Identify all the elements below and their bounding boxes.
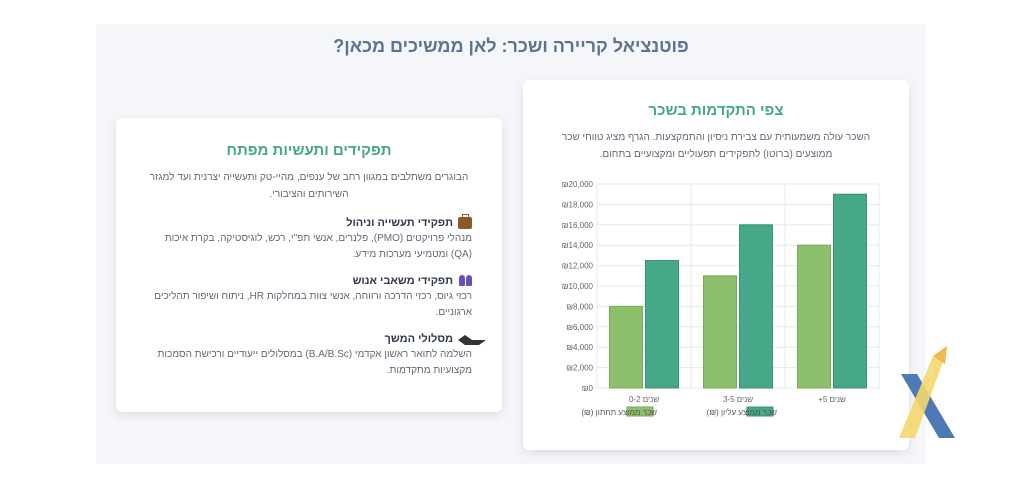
legend-label: שכר ממוצע עליון (₪) xyxy=(707,408,777,417)
role-text: מנהלי פרויקטים (PMO), פלנרים, אנשי תפ"י,… xyxy=(164,233,472,260)
legend-swatch xyxy=(626,406,654,417)
roles-card-title: תפקידים ותעשיות מפתח xyxy=(226,142,392,159)
role-title: תפקידי משאבי אנוש xyxy=(352,275,453,287)
role-item-hr: תפקידי משאבי אנוש רכזי גיוס, רכזי הדרכה … xyxy=(146,275,472,321)
y-tick-label: ₪2,000 xyxy=(566,364,593,373)
bar xyxy=(797,244,831,389)
y-tick-label: ₪0 xyxy=(582,384,594,393)
y-tick-label: ₪8,000 xyxy=(566,302,593,311)
role-title: מסלולי המשך xyxy=(384,333,453,345)
briefcase-icon xyxy=(458,214,472,229)
bar xyxy=(703,275,737,389)
graduation-cap-icon xyxy=(458,333,486,345)
salary-card-title: צפי התקדמות בשכר xyxy=(648,102,784,119)
y-tick-label: ₪12,000 xyxy=(562,262,594,271)
people-icon xyxy=(458,275,472,287)
x-tick-label: 0-2 שנים xyxy=(629,395,659,404)
y-tick-label: ₪4,000 xyxy=(566,343,593,352)
page-title: פוטנציאל קריירה ושכר: לאן ממשיכים מכאן? xyxy=(333,36,689,56)
bar xyxy=(833,193,867,389)
role-text: רכזי גיוס, רכזי הדרכה ורווחה, אנשי צוות … xyxy=(154,291,472,318)
salary-chart: ₪0 ₪2,000 ₪4,000 ₪6,000 ₪8,000 ₪10,000 ₪12,000… xyxy=(562,180,880,417)
role-item-industry: תפקידי תעשייה וניהול מנהלי פרויקטים (PMO… xyxy=(146,214,472,263)
y-tick-label: ₪20,000 xyxy=(562,180,594,189)
y-tick-label: ₪18,000 xyxy=(562,200,594,209)
y-tick-label: ₪16,000 xyxy=(562,221,594,230)
role-text: השלמה לתואר ראשון אקדמי (B.A/B.Sc) במסלו… xyxy=(157,349,472,376)
bar xyxy=(739,224,773,389)
salary-card-description: השכר עולה משמעותית עם צבירת ניסיון והתמק… xyxy=(561,132,871,160)
role-item-further-studies: מסלולי המשך השלמה לתואר ראשון אקדמי (B.A… xyxy=(146,333,486,379)
y-tick-label: ₪6,000 xyxy=(566,323,593,332)
roles-card-intro: הבוגרים משתלבים במגוון רחב של ענפים, מהי… xyxy=(149,172,469,200)
legend-swatch xyxy=(746,406,774,417)
x-tick-label: +5 שנים xyxy=(818,395,846,404)
salary-card: צפי התקדמות בשכר השכר עולה משמעותית עם צ… xyxy=(523,80,909,450)
bar xyxy=(609,305,643,389)
roles-card: תפקידים ותעשיות מפתח הבוגרים משתלבים במג… xyxy=(116,118,502,412)
role-title: תפקידי תעשייה וניהול xyxy=(346,217,453,229)
bar xyxy=(645,260,679,389)
brand-logo xyxy=(899,346,955,438)
career-section: פוטנציאל קריירה ושכר: לאן ממשיכים מכאן? … xyxy=(96,24,926,464)
y-tick-label: ₪10,000 xyxy=(562,282,594,291)
legend-label: שכר ממוצע תחתון (₪) xyxy=(581,408,657,417)
y-tick-label: ₪14,000 xyxy=(562,241,594,250)
x-tick-label: 3-5 שנים xyxy=(723,395,753,404)
